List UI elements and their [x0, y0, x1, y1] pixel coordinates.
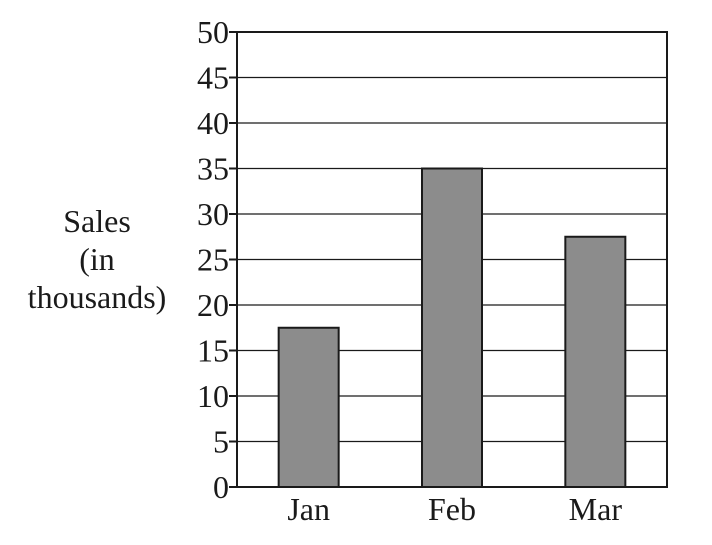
y-tick-label-0: 0: [213, 469, 229, 505]
y-tick-label-10: 10: [197, 378, 229, 414]
y-tick-label-30: 30: [197, 196, 229, 232]
y-axis-label-line-3: thousands): [28, 279, 167, 315]
y-tick-label-20: 20: [197, 287, 229, 323]
bar-jan: [277, 326, 340, 488]
bar-mar: [564, 235, 627, 488]
y-tick-label-45: 45: [197, 60, 229, 96]
y-axis-label: Sales (in thousands): [28, 203, 167, 315]
y-tick-label-25: 25: [197, 242, 229, 278]
y-tick-label-50: 50: [197, 14, 229, 50]
y-tick-labels: 0 5 10 15 20 25 30 35 40 45 50: [197, 14, 237, 505]
y-tick-label-40: 40: [197, 105, 229, 141]
y-tick-label-15: 15: [197, 333, 229, 369]
bars: [277, 167, 627, 488]
x-tick-label-mar: Mar: [569, 491, 623, 527]
bar-feb: [421, 167, 483, 488]
x-tick-label-feb: Feb: [428, 491, 476, 527]
x-tick-labels: Jan Feb Mar: [287, 491, 622, 527]
x-tick-label-jan: Jan: [287, 491, 330, 527]
y-tick-label-5: 5: [213, 424, 229, 460]
y-tick-label-35: 35: [197, 151, 229, 187]
y-axis-label-line-1: Sales: [63, 203, 131, 239]
y-axis-label-line-2: (in: [79, 241, 115, 277]
